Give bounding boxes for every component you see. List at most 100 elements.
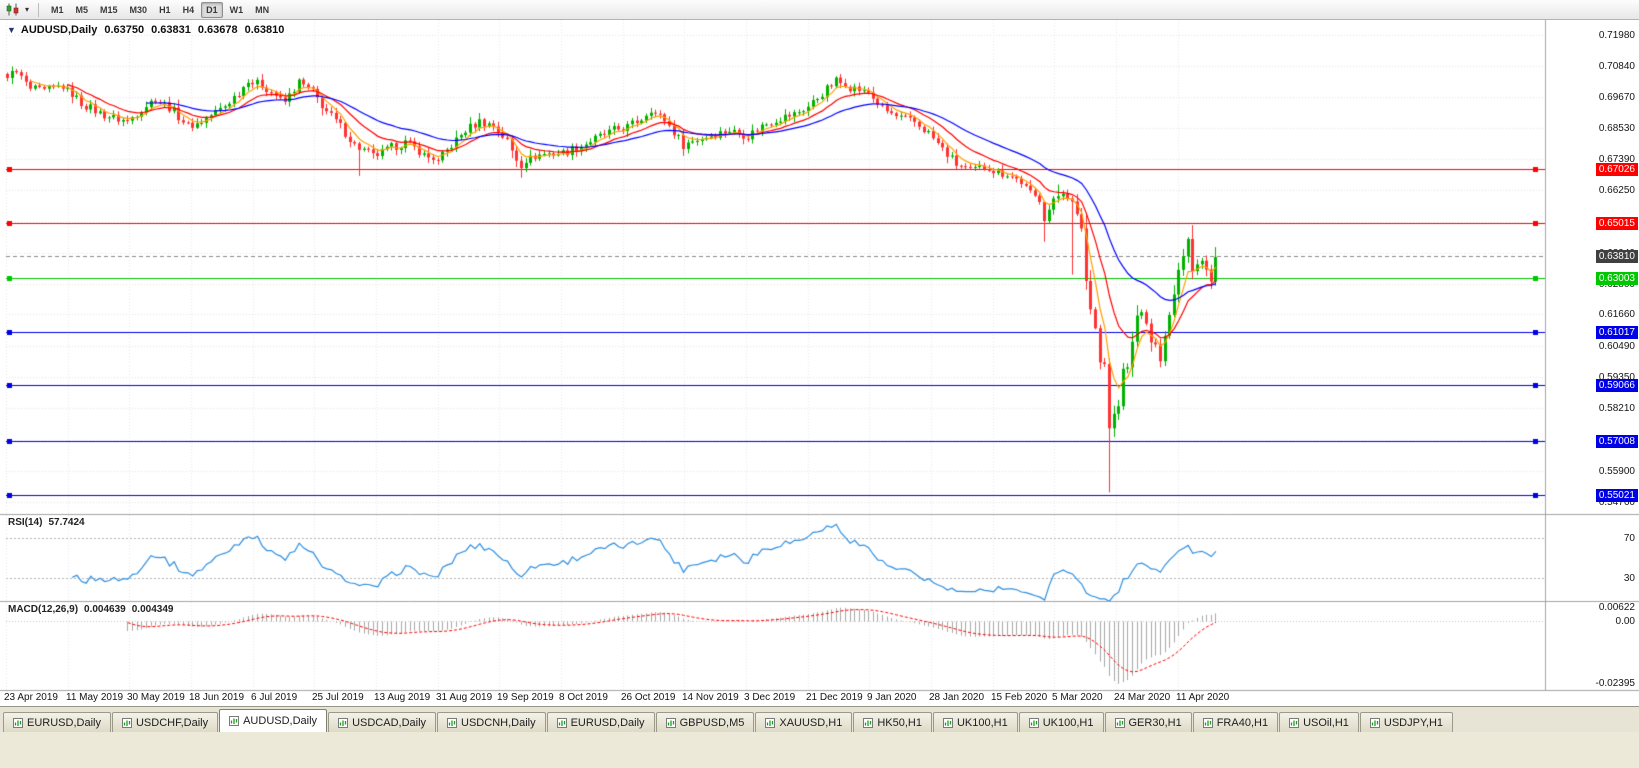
time-axis[interactable]: 23 Apr 2019 11 May 2019 30 May 2019 18 Jun …: [0, 690, 1545, 706]
chart-tab[interactable]: USDJPY,H1: [1359, 712, 1454, 732]
mini-chart-icon: [1289, 717, 1300, 728]
chart-tabs-bar: EURUSD,Daily USDCHF,Daily AUDUSD,Daily USDC…: [0, 706, 1639, 732]
mini-chart-icon: [13, 717, 23, 728]
toolbar-separator: [38, 2, 39, 17]
mini-chart-icon: [556, 717, 567, 728]
timeframe-button-h1[interactable]: H1: [159, 4, 171, 15]
timeframe-button-m15[interactable]: M15: [100, 4, 118, 15]
price-axis-label: 0.59350: [1598, 372, 1635, 384]
rsi-value: 57.7424: [48, 517, 85, 528]
date-axis-label: 18 Jun 2019: [189, 692, 245, 703]
level-price-badge: 0.63003: [1595, 272, 1638, 286]
date-axis-label: 11 Apr 2020: [1176, 692, 1230, 703]
chart-tab-label: USDCAD,Daily: [352, 716, 427, 729]
chart-tab[interactable]: XAUUSD,H1: [755, 712, 853, 732]
date-axis-label: 24 Mar 2020: [1114, 692, 1171, 703]
timeframe-button-mn[interactable]: MN: [255, 4, 270, 15]
price-axis-label: 0.68530: [1598, 123, 1635, 135]
date-axis-label: 9 Jan 2020: [867, 692, 917, 703]
chart-tab-label: GER30,H1: [1128, 716, 1182, 729]
chart-tab-label: USDJPY,H1: [1383, 716, 1444, 729]
chart-tab[interactable]: GER30,H1: [1104, 712, 1192, 732]
rsi-axis-label: 70: [1623, 533, 1635, 545]
chart-tab[interactable]: USDCHF,Daily: [111, 712, 219, 732]
chart-tab-label: UK100,H1: [956, 716, 1008, 729]
current-price-badge: 0.63810: [1595, 250, 1638, 264]
ohlc-high: 0.63831: [151, 24, 191, 36]
timeframe-button-m1[interactable]: M1: [51, 4, 64, 15]
date-axis-label: 6 Jul 2019: [251, 692, 298, 703]
level-price-badge: 0.67026: [1595, 162, 1638, 176]
level-price-badge: 0.61017: [1595, 325, 1638, 339]
price-axis-label: 0.54760: [1598, 496, 1635, 508]
timeframe-button-w1[interactable]: W1: [229, 4, 244, 15]
chart-tab[interactable]: AUDUSD,Daily: [219, 709, 328, 732]
price-axis-label: 0.66250: [1598, 185, 1635, 196]
date-axis-label: 14 Nov 2019: [682, 692, 739, 703]
date-axis-label: 3 Dec 2019: [744, 692, 796, 703]
price-axis-label: 0.67390: [1598, 154, 1635, 166]
chart-tab[interactable]: UK100,H1: [932, 712, 1018, 732]
chart-canvas[interactable]: [0, 20, 1639, 706]
chart-tab[interactable]: USDCAD,Daily: [328, 712, 437, 732]
chart-tab-label: HK50,H1: [877, 716, 922, 729]
chart-tab-label: FRA40,H1: [1216, 716, 1269, 729]
chart-symbol-label: AUDUSD,Daily: [20, 24, 98, 36]
level-price-badge: 0.59066: [1595, 378, 1638, 392]
date-axis-label: 11 May 2019: [66, 692, 124, 703]
date-axis-label: 26 Oct 2019: [621, 692, 676, 703]
ohlc-close: 0.63810: [244, 24, 285, 36]
chart-header: ▼ AUDUSD,Daily 0.63750 0.63831 0.63678 0…: [7, 24, 284, 36]
chevron-down-icon[interactable]: ▾: [24, 5, 29, 14]
mini-chart-icon: [1202, 717, 1213, 728]
timeframe-buttons: M1 M5 M15 M30 H1 H4 D1 W1 MN: [45, 1, 275, 18]
date-axis-label: 23 Apr 2019: [4, 692, 58, 703]
chart-tab[interactable]: EURUSD,Daily: [546, 712, 655, 732]
chart-tab-label: USOil,H1: [1303, 716, 1349, 729]
rsi-name: RSI(14): [8, 517, 43, 528]
chart-tab[interactable]: HK50,H1: [853, 712, 932, 732]
date-axis-label: 15 Feb 2020: [991, 692, 1048, 703]
rsi-axis-label: 30: [1623, 572, 1635, 584]
toolbar: ▾ M1 M5 M15 M30 H1 H4 D1 W1 MN: [0, 0, 1639, 20]
chart-menu-icon[interactable]: ▼: [7, 25, 16, 35]
price-scale[interactable]: 0.71980 0.70840 0.69670 0.68530 0.67390 0.662…: [1546, 20, 1639, 690]
chart-tab[interactable]: EURUSD,Daily: [3, 712, 111, 732]
price-axis-label: 0.55900: [1598, 465, 1635, 477]
chart-tab-label: USDCHF,Daily: [135, 716, 209, 729]
chart-tab[interactable]: UK100,H1: [1018, 712, 1104, 732]
chart-tab[interactable]: GBPUSD,M5: [655, 712, 755, 732]
price-axis-label: 0.58210: [1598, 403, 1635, 415]
mini-chart-icon: [1369, 717, 1380, 728]
chart-tab-label: AUDUSD,Daily: [243, 715, 318, 727]
chart-tab[interactable]: FRA40,H1: [1192, 712, 1279, 732]
date-axis-label: 13 Aug 2019: [374, 692, 431, 703]
mini-chart-icon: [665, 717, 676, 728]
mini-chart-icon: [765, 717, 776, 728]
rsi-indicator-label: RSI(14) 57.7424: [8, 517, 85, 528]
price-axis-label: 0.71980: [1598, 29, 1635, 41]
mini-chart-icon: [863, 717, 874, 728]
ohlc-open: 0.63750: [104, 24, 145, 36]
mini-chart-icon: [1114, 717, 1125, 728]
date-axis-label: 21 Dec 2019: [806, 692, 863, 703]
chart-tab-label: XAUUSD,H1: [779, 716, 843, 729]
chart-tab-label: GBPUSD,M5: [679, 716, 745, 729]
timeframe-button-m5[interactable]: M5: [75, 4, 89, 15]
window-bottom-filler: [0, 732, 1639, 768]
chart-tab[interactable]: USOil,H1: [1279, 712, 1359, 732]
date-axis-label: 5 Mar 2020: [1052, 692, 1103, 703]
timeframe-button-m30[interactable]: M30: [129, 4, 148, 15]
date-axis-label: 25 Jul 2019: [312, 692, 364, 703]
candlestick-chart-icon[interactable]: [3, 2, 21, 18]
chart-tab[interactable]: USDCNH,Daily: [437, 712, 546, 732]
price-axis-label: 0.61660: [1598, 309, 1635, 321]
chart-tab-label: UK100,H1: [1042, 716, 1094, 729]
timeframe-button-d1[interactable]: D1: [201, 1, 223, 18]
level-price-badge: 0.65015: [1595, 217, 1638, 231]
chart-tab-label: USDCNH,Daily: [461, 716, 536, 729]
macd-indicator-label: MACD(12,26,9) 0.004639 0.004349: [8, 604, 173, 615]
level-price-badge: 0.57008: [1595, 434, 1638, 448]
timeframe-button-h4[interactable]: H4: [182, 4, 195, 15]
